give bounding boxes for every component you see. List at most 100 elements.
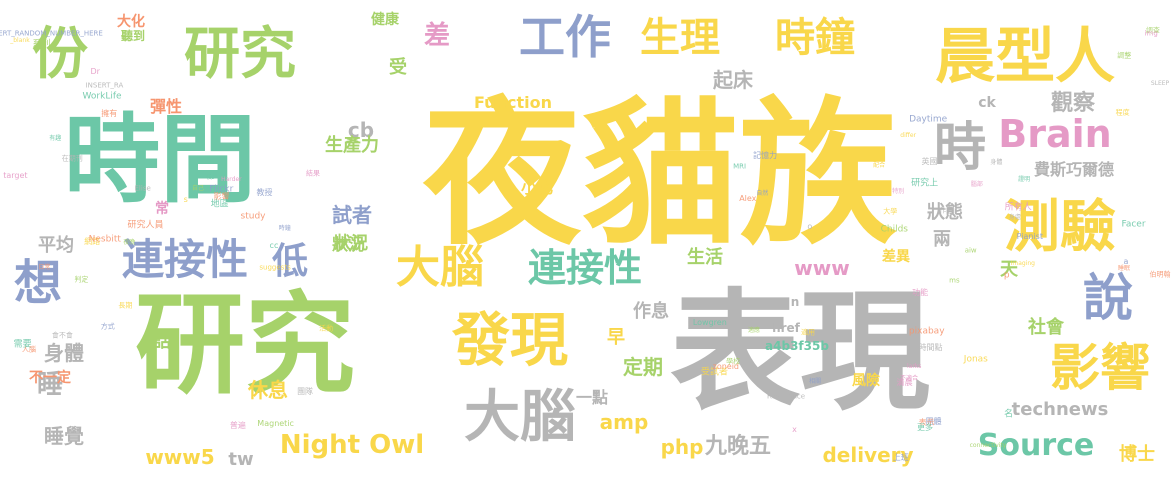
word-perform: 表現 [669,276,931,428]
word-small: Harder [221,176,242,184]
word-small: 表示 [918,417,935,427]
word-state: 狀態 [927,202,963,223]
word-small: Nesbitt [88,234,121,245]
word-small: 名 [1004,409,1014,420]
word-difference: 差 [423,21,451,51]
word-wake: 起床 [713,68,753,92]
word-small: 上班 [892,453,909,463]
word-subjects: 試者 [332,203,372,227]
word-diff_2: 差異 [882,249,910,265]
word-sleep_2: 睡覺 [44,424,84,448]
word-time: 時間 [64,104,256,216]
word-function: Function [474,93,552,112]
word-night_owl_zh: 夜貓族 [423,83,897,267]
word-not_certain: 不一定 [29,370,71,386]
word-connectivity_2: 連接性 [527,246,643,290]
word-small: 證明 [1018,176,1031,184]
word-href: href [772,321,800,335]
word-words: 話 [153,331,171,352]
word-n: n [790,295,800,309]
word-morning_type: 晨型人 [935,22,1115,92]
word-low: 低 [271,241,309,282]
word-day: 天 [1000,259,1018,280]
word-small: 在期刊 [61,154,83,163]
word-small: 調查 [1145,26,1160,35]
word-small: Jonas [963,354,988,365]
word-small: 程度 [1115,108,1130,117]
word-small: pixabay [908,326,945,337]
word-small: 結果 [306,169,321,178]
word-fessler: 費斯巧爾德 [1033,160,1115,179]
word-brain_mid: 大腦 [396,242,484,293]
word-hash: a4b3f35b [765,339,829,353]
word-productivity: 生產力 [325,135,379,156]
word-small: cc [269,240,279,250]
word-portion: 份 [32,22,88,87]
word-small: MRI [733,162,747,171]
word-small: INSERT_RA [85,81,124,90]
word-small: 擁有 [101,109,118,119]
word-small: a [1123,256,1129,266]
word-brain_en: Brain [998,112,1112,156]
word-small: 英國 [921,156,938,166]
word-small: 有趣 [49,135,62,143]
word-small: 團隊 [297,386,314,396]
word-small: 伯明翰 [1149,270,1171,279]
word-small: 地區 [210,199,229,210]
word-small: 活動 [319,324,334,333]
word-small: 作息 [939,206,954,215]
word-small: 研究人員 [127,220,164,231]
word-test: 測驗 [1004,195,1116,260]
word-delivery: delivery [822,443,914,467]
word-a_bit: 一點 [575,388,609,407]
word-small: 網路 [84,236,101,246]
word-small: Alex [739,193,757,203]
word-small: Magnetic [257,419,294,429]
word-small: Imaging [1010,260,1036,268]
word-small: aiw [964,246,977,255]
word-small: img [1144,29,1158,38]
word-status-2: 狀況 [331,235,365,254]
word-discover: 發現 [451,306,569,374]
word-work: 工作 [519,10,611,64]
word-small: 普遍 [229,421,246,431]
word-small: 教授 [256,188,273,198]
word-small: 相關 [809,377,822,385]
word-small: 適用 [801,328,816,337]
word-small: 身體 [990,159,1003,167]
word-small: 會不會 [51,331,73,340]
word-small: Resonance [766,392,806,401]
word-small: Daytime [909,114,948,125]
word-small: Pianist [1016,231,1043,241]
word-small: 判定 [74,275,89,284]
word-small: 需要 [13,339,32,350]
word-life: 生活 [687,247,723,268]
word-society: 社會 [1028,317,1064,338]
word-small: 配合 [873,161,886,169]
word-amp: amp [599,410,649,434]
word-small: 所有人 [1004,202,1032,213]
word-small: 研究上 [911,178,939,189]
word-www5: www5 [145,445,215,469]
word-small: differ [900,131,917,139]
word-receive: 受 [389,57,407,78]
word-think: 想 [13,255,63,311]
word-often: 常 [155,201,169,217]
word-small: Childs [880,224,908,235]
word-small: 清晨 [896,377,913,387]
word-small: _blank [10,37,30,45]
word-small: 功能 [912,287,929,297]
word-say: 說 [1083,269,1133,327]
word-night_owl_en: Night Owl [279,430,425,460]
word-small: 夜晚 [123,238,136,246]
word-observe: 觀察 [1050,91,1096,116]
word-doctor: 博士 [1119,444,1155,465]
word-technews: technews [1011,399,1109,420]
word-two: 兩 [933,229,951,250]
word-small: 更多 [917,422,934,432]
word-small: 自然 [756,190,769,198]
word-small: 團體 [925,417,942,427]
word-small: 自己 [192,184,205,192]
word-clock: 時鐘 [775,15,855,61]
